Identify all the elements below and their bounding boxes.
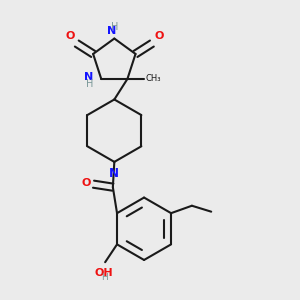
Text: N: N: [109, 167, 119, 180]
Text: H: H: [111, 22, 118, 32]
Text: OH: OH: [95, 268, 114, 278]
Text: N: N: [107, 26, 117, 36]
Text: N: N: [84, 72, 93, 82]
Text: H: H: [85, 79, 93, 89]
Text: O: O: [81, 178, 91, 188]
Text: H: H: [101, 274, 108, 283]
Text: O: O: [65, 31, 74, 41]
Text: O: O: [154, 31, 164, 41]
Text: CH₃: CH₃: [145, 74, 161, 83]
